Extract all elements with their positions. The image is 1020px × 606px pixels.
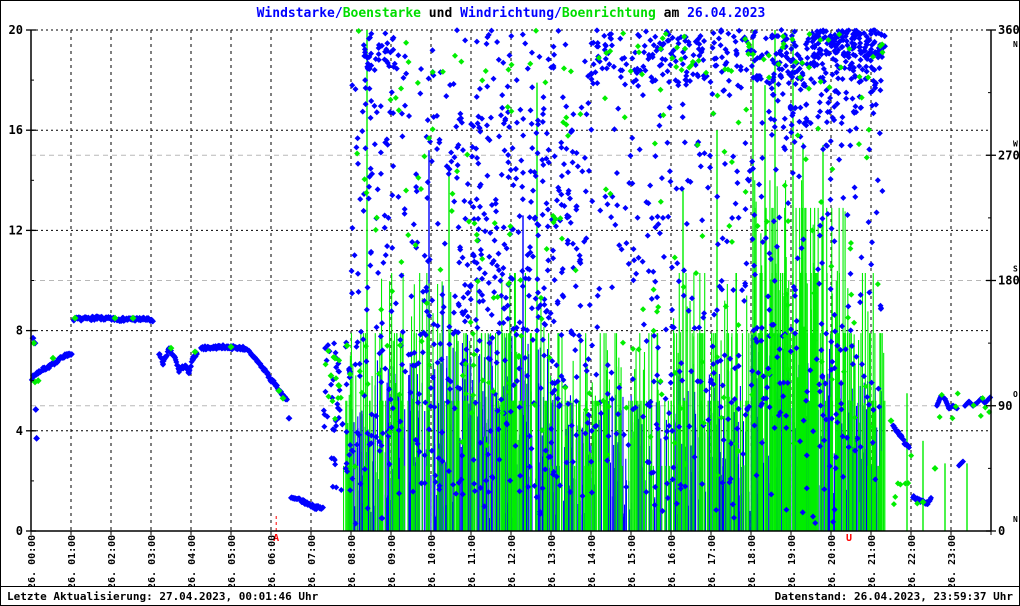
right-axis-tick-label: 0 xyxy=(998,524,1005,538)
x-axis-tick-label: 26. 15:00 xyxy=(627,535,638,587)
x-axis-tick-label: 26. 04:00 xyxy=(187,535,198,587)
status-data-state: Datenstand: 26.04.2023, 23:59:37 Uhr xyxy=(774,589,1013,603)
x-axis-tick-label: 26. 11:00 xyxy=(467,535,478,587)
status-bar: Letzte Aktualisierung: 27.04.2023, 00:01… xyxy=(1,586,1019,605)
axes-frame xyxy=(26,29,996,535)
x-axis-tick-label: 26. 19:00 xyxy=(787,535,798,587)
x-axis-tick-label: 26. 20:00 xyxy=(827,535,838,587)
x-axis-tick-label: 26. 05:00 xyxy=(227,535,238,587)
x-axis-tick-label: 26. 22:00 xyxy=(907,535,918,587)
x-axis-tick-label: 26. 09:00 xyxy=(387,535,398,587)
sun-marker-A: A xyxy=(273,533,279,544)
chart-title: Windstarke/Boenstarke und Windrichtung/B… xyxy=(257,6,766,21)
x-axis-tick-label: 26. 13:00 xyxy=(547,535,558,587)
series-boenstaerke-impulse xyxy=(343,30,968,531)
x-axis-tick-label: 26. 16:00 xyxy=(667,535,678,587)
x-axis-tick-label: 26. 18:00 xyxy=(747,535,758,587)
series-boenrichtung-points xyxy=(30,27,993,508)
left-axis-tick-label: 12 xyxy=(9,223,23,237)
x-axis-tick-label: 26. 17:00 xyxy=(707,535,718,587)
status-last-update: Letzte Aktualisierung: 27.04.2023, 00:01… xyxy=(7,589,319,603)
right-axis-tick-label: 90 xyxy=(998,399,1012,413)
compass-label: N xyxy=(1013,515,1018,524)
x-axis-tick-label: 26. 12:00 xyxy=(507,535,518,587)
x-axis-tick-label: 26. 08:00 xyxy=(347,535,358,587)
left-axis-tick-label: 8 xyxy=(16,324,23,338)
left-axis-tick-label: 0 xyxy=(16,524,23,538)
x-axis-tick-label: 26. 02:00 xyxy=(107,535,118,587)
compass-label: N xyxy=(1013,40,1018,49)
x-axis-tick-label: 26. 21:00 xyxy=(867,535,878,587)
left-axis-tick-label: 20 xyxy=(9,23,23,37)
right-axis-tick-label: 360 xyxy=(998,23,1019,37)
compass-label: W xyxy=(1013,139,1018,148)
x-axis-tick-label: 26. 03:00 xyxy=(147,535,158,587)
right-axis-tick-label: 270 xyxy=(998,148,1019,162)
x-axis-tick-label: 26. 01:00 xyxy=(67,535,78,587)
x-axis-tick-label: 26. 14:00 xyxy=(587,535,598,587)
sun-marker-U: U xyxy=(846,533,852,544)
x-axis-tick-label: 26. 10:00 xyxy=(427,535,438,587)
x-axis-tick-label: 26. 07:00 xyxy=(307,535,318,587)
x-axis-tick-label: 26. 00:00 xyxy=(27,535,38,587)
right-axis-tick-label: 180 xyxy=(998,274,1019,288)
left-axis-tick-label: 16 xyxy=(9,123,23,137)
left-axis-tick-label: 4 xyxy=(16,424,23,438)
series-windstaerke-trace xyxy=(28,313,994,513)
compass-label: S xyxy=(1013,265,1018,274)
compass-label: O xyxy=(1013,390,1018,399)
x-axis-tick-label: 26. 23:00 xyxy=(947,535,958,587)
x-axis-tick-label: 26. 06:00 xyxy=(267,535,278,587)
